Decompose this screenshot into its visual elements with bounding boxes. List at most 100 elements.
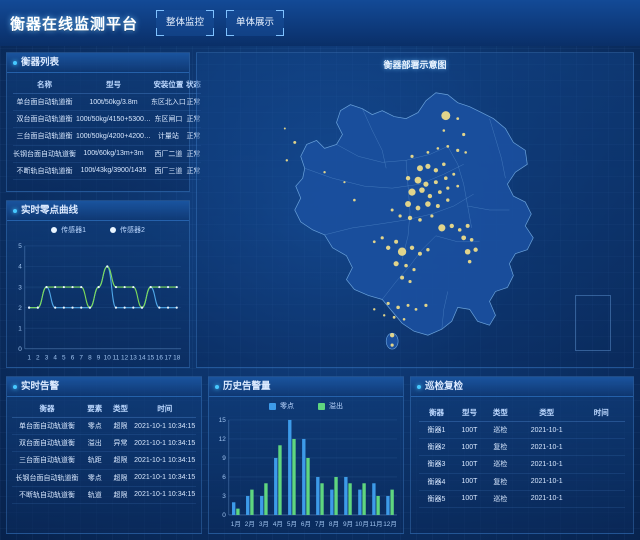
status-badge: 正常 bbox=[185, 93, 201, 112]
legend-swatch-icon bbox=[318, 402, 325, 410]
cell-time: 2021-10-1 10:34:15 bbox=[133, 486, 196, 504]
zero-curve-legend: 传感器1 传感器2 bbox=[7, 225, 189, 235]
legend-swatch-icon bbox=[269, 402, 276, 410]
svg-text:3: 3 bbox=[18, 284, 22, 291]
legend-item-overflow[interactable]: 溢出 bbox=[318, 401, 343, 411]
cell-model: 100t/43kg/3900/1435 bbox=[76, 162, 151, 180]
table-row[interactable]: 不断轨自动轨道衡 轨道 超限 2021-10-1 10:34:15 bbox=[12, 486, 196, 504]
cell-location: 计量站 bbox=[150, 127, 186, 146]
svg-text:7月: 7月 bbox=[315, 520, 325, 528]
cell-type: 超限 bbox=[107, 451, 134, 470]
cell-model: 100T bbox=[454, 473, 485, 491]
cell-location: 西厂三道 bbox=[150, 162, 186, 180]
table-header-row: 衡器 要素 类型 时间 bbox=[12, 400, 196, 418]
cell-type: 超限 bbox=[107, 417, 134, 436]
cell-factor: 轨距 bbox=[81, 451, 108, 470]
svg-text:12: 12 bbox=[219, 436, 227, 443]
table-row[interactable]: 单台面自动轨道衡 零点 超限 2021-10-1 10:34:15 bbox=[12, 417, 196, 436]
realtime-alarm-panel: 实时告警 衡器 要素 类型 时间 单台面自动轨道衡 零点 超限 bbox=[6, 376, 202, 534]
legend-label: 溢出 bbox=[329, 403, 343, 410]
cell-type-2: 2021-10-1 bbox=[515, 438, 578, 457]
table-row[interactable]: 单台面自动轨道衡 100t/50kg/3.8m 东区北入口 正常 bbox=[13, 93, 201, 112]
cell-type: 异常 bbox=[107, 434, 134, 453]
svg-text:5月: 5月 bbox=[287, 520, 297, 528]
realtime-alarm-table: 衡器 要素 类型 时间 单台面自动轨道衡 零点 超限 2021-10-1 10:… bbox=[12, 400, 196, 504]
cell-time: 2021-10-1 10:34:15 bbox=[133, 434, 196, 453]
app-header: 衡器在线监测平台 整体监控 单体展示 bbox=[0, 0, 640, 46]
cell-device: 单台面自动轨道衡 bbox=[12, 417, 82, 436]
legend-item-sensor2[interactable]: 传感器2 bbox=[110, 225, 145, 235]
table-row[interactable]: 衡器5 100T 巡检 2021-10-1 bbox=[419, 490, 625, 508]
cell-time: 2021-10-1 10:34:15 bbox=[133, 417, 196, 436]
status-badge: 正常 bbox=[185, 127, 201, 146]
cell-type: 超限 bbox=[107, 469, 134, 487]
cell-device: 双台面自动轨道衡 bbox=[12, 434, 82, 453]
col-time: 时间 bbox=[577, 404, 625, 422]
table-row[interactable]: 衡器2 100T 复检 2021-10-1 bbox=[419, 438, 625, 457]
col-model: 型号 bbox=[76, 76, 151, 94]
svg-text:1月: 1月 bbox=[231, 520, 241, 528]
cell-type-2: 2021-10-1 bbox=[515, 473, 578, 491]
legend-item-zero[interactable]: 零点 bbox=[269, 401, 294, 411]
status-badge: 正常 bbox=[185, 110, 201, 129]
zero-curve-title: 实时零点曲线 bbox=[21, 205, 79, 216]
svg-text:9: 9 bbox=[222, 455, 226, 462]
table-header-row: 名称 型号 安装位置 状态 bbox=[13, 76, 201, 94]
cell-device: 衡器1 bbox=[419, 421, 455, 440]
table-row[interactable]: 衡器1 100T 巡检 2021-10-1 bbox=[419, 421, 625, 440]
svg-text:15: 15 bbox=[219, 417, 227, 424]
svg-text:17: 17 bbox=[164, 355, 172, 362]
col-status: 状态 bbox=[185, 76, 201, 94]
cell-model: 100t/50kg/4200+4200… bbox=[76, 127, 151, 146]
realtime-alarm-body: 衡器 要素 类型 时间 单台面自动轨道衡 零点 超限 2021-10-1 10:… bbox=[7, 396, 201, 533]
cell-device: 不断轨自动轨道衡 bbox=[12, 486, 82, 504]
col-time: 时间 bbox=[133, 400, 196, 418]
col-name: 名称 bbox=[13, 76, 76, 94]
nav-button-overall-monitor[interactable]: 整体监控 bbox=[156, 10, 215, 36]
cell-time: 2021-10-1 10:34:15 bbox=[133, 451, 196, 470]
col-factor: 要素 bbox=[81, 400, 108, 418]
table-row[interactable]: 衡器4 100T 复检 2021-10-1 bbox=[419, 473, 625, 491]
table-row[interactable]: 双台面自动轨道衡 溢出 异常 2021-10-1 10:34:15 bbox=[12, 434, 196, 453]
svg-text:8月: 8月 bbox=[329, 520, 339, 528]
cell-location: 东区北入口 bbox=[150, 93, 186, 112]
cell-time bbox=[577, 473, 625, 491]
svg-text:1: 1 bbox=[27, 355, 31, 362]
cell-type-2: 2021-10-1 bbox=[515, 490, 578, 508]
svg-text:3: 3 bbox=[222, 493, 226, 500]
svg-text:16: 16 bbox=[156, 355, 164, 362]
table-row[interactable]: 三台面自动轨道衡 100t/50kg/4200+4200… 计量站 正常 bbox=[13, 127, 201, 146]
bullet-icon bbox=[13, 208, 17, 213]
svg-text:0: 0 bbox=[222, 512, 226, 519]
table-row[interactable]: 双台面自动轨道衡 100t/50kg/4150+5300… 东区闸口 正常 bbox=[13, 110, 201, 129]
nav-button-single-display[interactable]: 单体展示 bbox=[226, 10, 285, 36]
table-row[interactable]: 长钢台面自动轨道衡 100t/60kg/13m+3m 西厂二道 正常 bbox=[13, 145, 201, 163]
table-row[interactable]: 衡器3 100T 巡检 2021-10-1 bbox=[419, 455, 625, 474]
svg-text:4月: 4月 bbox=[273, 520, 283, 528]
cell-device: 衡器2 bbox=[419, 438, 455, 457]
cell-time bbox=[577, 438, 625, 457]
table-row[interactable]: 不断轨自动轨道衡 100t/43kg/3900/1435 西厂三道 正常 bbox=[13, 162, 201, 180]
svg-text:14: 14 bbox=[138, 355, 146, 362]
cell-factor: 轨道 bbox=[81, 486, 108, 504]
header-nav: 整体监控 单体展示 bbox=[156, 10, 285, 36]
map-svg[interactable] bbox=[197, 53, 633, 367]
svg-text:4: 4 bbox=[53, 355, 57, 362]
cell-device: 衡器5 bbox=[419, 490, 455, 508]
map-panel: 衡器部署示意图 bbox=[196, 52, 634, 368]
table-header-row: 衡器 型号 类型 类型 时间 bbox=[419, 404, 625, 422]
legend-label: 零点 bbox=[280, 403, 294, 410]
svg-text:3月: 3月 bbox=[259, 520, 269, 528]
table-row[interactable]: 长钢台面自动轨道衡 零点 超限 2021-10-1 10:34:15 bbox=[12, 469, 196, 487]
cell-factor: 零点 bbox=[81, 469, 108, 487]
china-map[interactable]: 衡器部署示意图 bbox=[197, 53, 633, 367]
svg-text:10月: 10月 bbox=[355, 520, 369, 528]
cell-factor: 零点 bbox=[81, 417, 108, 436]
table-row[interactable]: 三台面自动轨道衡 轨距 超限 2021-10-1 10:34:15 bbox=[12, 451, 196, 470]
legend-item-sensor1[interactable]: 传感器1 bbox=[51, 225, 86, 235]
cell-model: 100T bbox=[454, 421, 485, 440]
cell-model: 100T bbox=[454, 490, 485, 508]
cell-model: 100t/60kg/13m+3m bbox=[76, 145, 151, 163]
svg-text:5: 5 bbox=[62, 355, 66, 362]
